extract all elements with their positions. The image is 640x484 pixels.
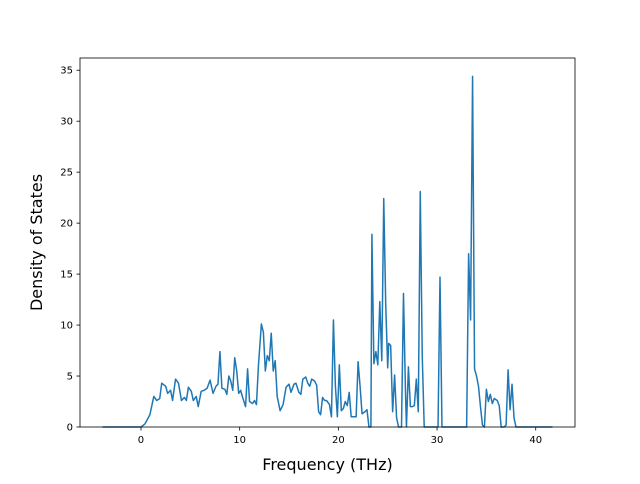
y-tick-label: 30 — [60, 117, 73, 128]
plot-frame — [79, 57, 576, 428]
y-tick-label: 15 — [60, 270, 73, 281]
y-tick-label: 25 — [60, 168, 73, 179]
y-tick-label: 0 — [67, 423, 73, 434]
x-tick-label: 40 — [529, 435, 542, 446]
line — [102, 75, 553, 428]
x-axis-label: Frequency (THz) — [262, 455, 392, 474]
y-tick-label: 35 — [60, 66, 73, 77]
x-tick-label: 0 — [138, 435, 144, 446]
y-axis-label: Density of States — [27, 174, 46, 311]
x-tick-label: 10 — [233, 435, 246, 446]
x-tick-label: 30 — [431, 435, 444, 446]
y-tick-label: 20 — [60, 219, 73, 230]
y-tick-label: 10 — [60, 321, 73, 332]
y-tick-label: 5 — [67, 372, 73, 383]
x-tick-label: 20 — [332, 435, 345, 446]
